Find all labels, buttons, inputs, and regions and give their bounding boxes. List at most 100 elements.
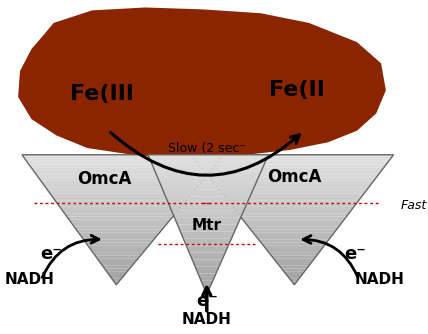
Polygon shape	[48, 190, 194, 194]
Polygon shape	[160, 183, 256, 186]
Polygon shape	[246, 223, 342, 226]
Polygon shape	[202, 168, 383, 171]
Polygon shape	[256, 236, 332, 239]
Polygon shape	[212, 181, 374, 184]
Polygon shape	[193, 263, 221, 267]
Polygon shape	[276, 262, 312, 265]
Polygon shape	[199, 165, 386, 168]
Polygon shape	[266, 249, 322, 252]
Polygon shape	[53, 197, 189, 200]
Polygon shape	[182, 235, 233, 238]
Polygon shape	[31, 168, 213, 171]
Polygon shape	[194, 158, 391, 161]
Polygon shape	[45, 187, 197, 190]
Polygon shape	[191, 155, 394, 158]
Polygon shape	[86, 242, 152, 246]
Polygon shape	[93, 252, 143, 256]
Polygon shape	[79, 233, 160, 236]
Polygon shape	[164, 193, 252, 197]
Polygon shape	[50, 194, 192, 197]
Polygon shape	[222, 194, 364, 197]
Polygon shape	[155, 172, 261, 176]
Polygon shape	[74, 226, 165, 229]
Polygon shape	[62, 210, 178, 213]
Polygon shape	[163, 190, 253, 193]
Polygon shape	[189, 253, 225, 256]
Polygon shape	[253, 233, 334, 236]
Polygon shape	[83, 239, 154, 242]
Polygon shape	[264, 246, 324, 249]
Text: Fe(III: Fe(III	[70, 84, 134, 104]
Polygon shape	[71, 223, 167, 226]
Polygon shape	[59, 207, 181, 210]
Text: NADH: NADH	[182, 312, 232, 327]
Polygon shape	[238, 213, 349, 216]
Polygon shape	[196, 161, 389, 165]
Polygon shape	[207, 174, 379, 178]
Polygon shape	[176, 221, 239, 224]
Polygon shape	[199, 277, 214, 281]
Polygon shape	[148, 155, 268, 158]
Polygon shape	[271, 256, 317, 259]
Polygon shape	[24, 158, 221, 161]
Polygon shape	[204, 171, 381, 174]
Polygon shape	[251, 229, 336, 233]
Text: e⁻: e⁻	[344, 245, 366, 263]
Polygon shape	[166, 197, 250, 200]
Polygon shape	[55, 200, 186, 203]
Polygon shape	[230, 203, 357, 207]
Polygon shape	[209, 178, 376, 181]
Polygon shape	[36, 174, 208, 178]
Text: OmcA: OmcA	[267, 168, 321, 186]
Polygon shape	[180, 231, 235, 235]
Polygon shape	[220, 190, 366, 194]
Polygon shape	[185, 242, 230, 245]
Polygon shape	[39, 178, 205, 181]
Polygon shape	[261, 242, 327, 246]
Polygon shape	[64, 213, 175, 216]
Polygon shape	[76, 229, 162, 233]
Polygon shape	[289, 278, 299, 282]
Polygon shape	[104, 269, 130, 272]
Polygon shape	[167, 200, 248, 204]
Polygon shape	[198, 274, 216, 277]
Polygon shape	[114, 282, 119, 285]
Polygon shape	[88, 246, 149, 249]
Polygon shape	[107, 272, 127, 275]
Text: Slow (2 sec⁻: Slow (2 sec⁻	[168, 142, 246, 155]
Polygon shape	[188, 249, 227, 253]
Polygon shape	[109, 275, 125, 278]
Polygon shape	[34, 171, 211, 174]
Polygon shape	[186, 245, 229, 249]
Polygon shape	[279, 265, 309, 269]
Polygon shape	[43, 184, 200, 187]
Polygon shape	[179, 228, 236, 231]
Polygon shape	[192, 260, 222, 263]
Polygon shape	[217, 187, 369, 190]
Polygon shape	[201, 281, 213, 284]
Polygon shape	[152, 165, 264, 169]
Polygon shape	[248, 226, 339, 229]
Polygon shape	[232, 207, 354, 210]
Polygon shape	[243, 220, 344, 223]
Polygon shape	[202, 284, 211, 287]
Polygon shape	[170, 207, 245, 211]
Polygon shape	[100, 262, 135, 265]
Polygon shape	[154, 169, 262, 172]
Polygon shape	[227, 200, 359, 203]
Polygon shape	[57, 203, 184, 207]
Text: NADH: NADH	[5, 273, 55, 288]
Polygon shape	[81, 236, 157, 239]
Polygon shape	[196, 270, 217, 274]
Polygon shape	[205, 291, 208, 294]
Polygon shape	[67, 216, 173, 220]
Polygon shape	[175, 217, 241, 221]
Polygon shape	[169, 204, 247, 207]
Polygon shape	[225, 197, 361, 200]
Polygon shape	[29, 165, 216, 168]
Polygon shape	[274, 259, 314, 262]
Polygon shape	[151, 162, 265, 165]
Polygon shape	[90, 249, 146, 252]
Text: e⁻: e⁻	[40, 245, 62, 263]
Polygon shape	[95, 256, 140, 259]
